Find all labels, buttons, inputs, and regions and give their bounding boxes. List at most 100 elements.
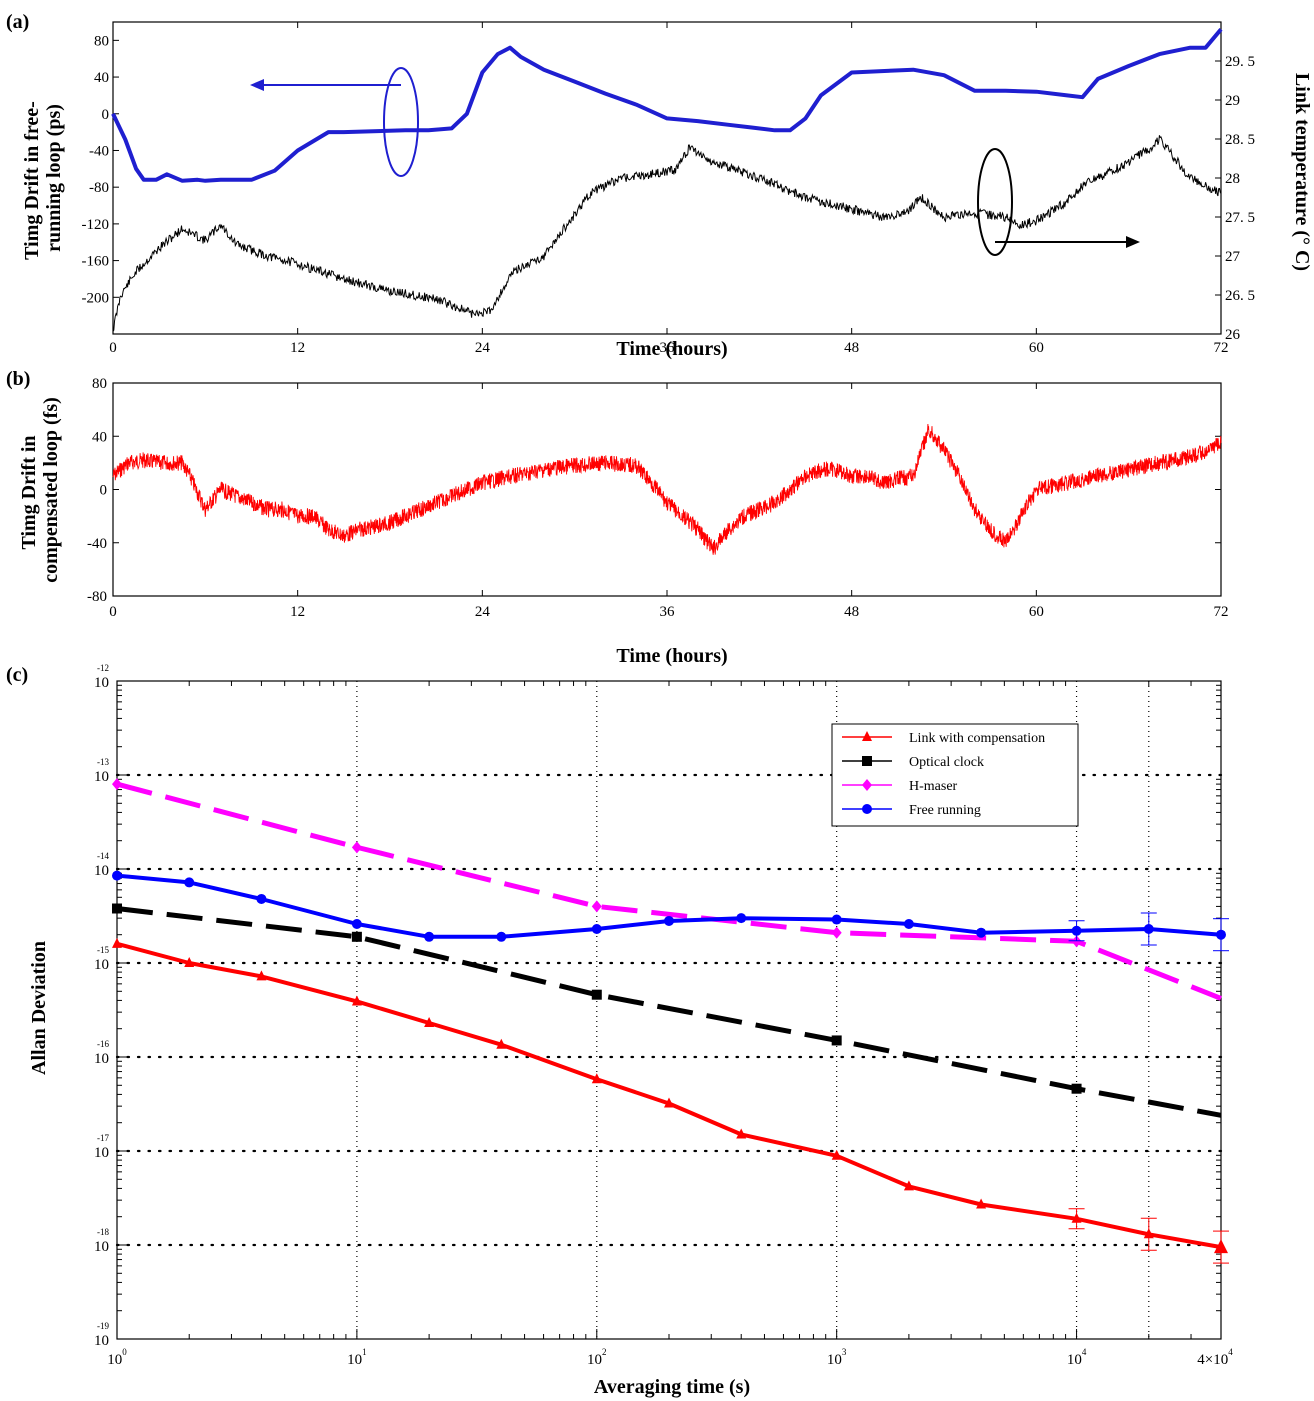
- data-point-marker: [591, 989, 602, 1000]
- panel-label-c: (c): [6, 664, 28, 686]
- legend-label: Free running: [909, 803, 981, 818]
- x-tick-exponent-c: 3: [842, 1347, 847, 1357]
- y-tick-label-b: 80: [92, 376, 107, 392]
- x-tick-exponent-c: 4: [1228, 1347, 1233, 1357]
- free-running-drift-line: [111, 28, 1223, 183]
- x-axis-label-b: Time (hours): [616, 645, 727, 667]
- y-ticks-right-a: 29. 5 29 28. 5 28 27. 5 27 26. 5 26: [1215, 54, 1255, 343]
- y-tick-label-right-a: 29: [1225, 93, 1240, 109]
- y-tick-label-c: 10: [94, 1051, 109, 1067]
- legend-marker: [862, 756, 872, 766]
- y-tick-exponent-c: -16: [97, 1039, 109, 1049]
- y-axis-label-left-a: Timg Drift in free- running loop (ps): [21, 96, 65, 260]
- data-point-marker: [831, 1149, 842, 1160]
- y-tick-label-c: 10: [94, 957, 109, 973]
- y-tick-label-left-a: -200: [82, 290, 110, 306]
- left-axis-ellipse: [383, 67, 419, 177]
- legend-entry: Optical clock: [842, 755, 984, 770]
- y-tick-label-c: 10: [94, 863, 109, 879]
- y-axis-label-c: Allan Deviation: [28, 941, 50, 1075]
- y-axis-label-b: Timg Drift in compensated loop (fs): [18, 397, 62, 583]
- x-tick-exponent-c: 2: [602, 1347, 607, 1357]
- legend-marker: [862, 731, 872, 741]
- data-point-marker: [664, 915, 674, 926]
- panel-label-b: (b): [6, 368, 30, 390]
- data-point-marker: [831, 914, 842, 925]
- series-lines-c: [112, 778, 1229, 1264]
- y-tick-label-c: 10: [94, 1145, 109, 1161]
- y-tick-label-b: -80: [87, 589, 107, 605]
- x-tick-label-a: 48: [844, 340, 859, 356]
- data-point-marker: [1071, 935, 1082, 948]
- legend-entry: H-maser: [842, 779, 958, 794]
- y-tick-label-right-a: 28. 5: [1225, 132, 1255, 148]
- x-tick-label-b: 24: [475, 604, 491, 620]
- x-tick-label-c: 101: [347, 1347, 367, 1368]
- series-line: [116, 906, 1222, 1118]
- y-tick-exponent-c: -19: [97, 1321, 109, 1331]
- y-tick-label-right-a: 27: [1225, 249, 1241, 265]
- data-point-marker: [351, 841, 362, 854]
- y-tick-label-c: 10: [94, 1333, 109, 1349]
- data-point-marker: [256, 970, 267, 981]
- data-point-marker: [184, 877, 195, 888]
- x-axis-label-c: Averaging time (s): [594, 1376, 750, 1398]
- y-tick-label-right-a: 27. 5: [1225, 210, 1255, 226]
- y-tick-label-b: 0: [100, 483, 108, 499]
- y-tick-label-right-a: 26: [1225, 327, 1241, 343]
- y-tick-exponent-c: -18: [97, 1227, 109, 1237]
- y-axis-label-right-a: Link temperature (° C): [1291, 73, 1313, 271]
- y-tick-label-left-a: 80: [94, 33, 109, 49]
- x-tick-label-c: 103: [827, 1347, 847, 1368]
- y-tick-label-left-a: -40: [89, 143, 109, 159]
- data-point-marker: [976, 927, 987, 938]
- x-tick-exponent-c: 0: [122, 1347, 127, 1357]
- data-point-marker: [976, 1198, 987, 1209]
- x-tick-label-c: 104: [1067, 1347, 1087, 1368]
- data-point-marker: [591, 900, 602, 913]
- legend-marker: [862, 804, 872, 814]
- data-point-marker: [831, 926, 842, 939]
- legend-label: Link with compensation: [909, 731, 1045, 746]
- x-tick-exponent-c: 4: [1082, 1347, 1087, 1357]
- series-lines-b: [112, 423, 1222, 555]
- data-point-marker: [112, 903, 122, 914]
- series-lines-a: [111, 28, 1223, 332]
- legend-entry: Link with compensation: [842, 731, 1045, 746]
- y-tick-exponent-c: -15: [97, 945, 109, 955]
- x-tick-label-a: 24: [475, 340, 491, 356]
- data-point-marker: [424, 1016, 435, 1027]
- data-point-marker: [351, 931, 362, 942]
- data-point-marker: [256, 893, 267, 904]
- series-line: [116, 941, 1222, 1250]
- data-point-marker: [424, 931, 435, 942]
- y-axis-label-left-a-line2: running loop (ps): [43, 104, 65, 252]
- x-ticks-a: 0 12 24 36 48 60 72: [109, 22, 1229, 356]
- series-optical-clock: [112, 903, 1222, 1118]
- y-tick-label-left-a: -120: [82, 217, 110, 233]
- y-tick-exponent-c: -17: [97, 1133, 109, 1143]
- y-tick-label-c: 10: [94, 769, 109, 785]
- x-tick-label-b: 0: [109, 604, 117, 620]
- data-point-marker: [591, 923, 602, 934]
- data-point-marker: [351, 918, 362, 929]
- x-tick-label-b: 72: [1214, 604, 1229, 620]
- y-axis-label-b-line1: Timg Drift in: [18, 435, 40, 549]
- left-arrow-head: [250, 79, 264, 91]
- y-ticks-b: 80 40 0 -40 -80: [87, 376, 1221, 605]
- data-point-marker: [1071, 1083, 1082, 1094]
- panel-a: (a) 0 12 24 36 48 60 72 80 40 0 -40 -80 -120 -160 -20…: [6, 11, 1313, 360]
- x-tick-label-c: 100: [107, 1347, 127, 1368]
- y-tick-label-left-a: 40: [94, 70, 109, 86]
- y-tick-label-right-a: 29. 5: [1225, 54, 1255, 70]
- data-point-marker: [112, 937, 122, 948]
- panel-label-a: (a): [6, 11, 29, 33]
- legend-entry: Free running: [842, 803, 981, 818]
- compensated-drift-line: [112, 423, 1222, 555]
- data-point-marker: [184, 957, 195, 967]
- data-point-marker: [351, 995, 362, 1006]
- x-tick-label-b: 36: [660, 604, 676, 620]
- y-tick-label-left-a: -80: [89, 180, 109, 196]
- x-tick-label-c-last: 4×104: [1197, 1347, 1233, 1368]
- y-tick-label-c: 10: [94, 675, 109, 691]
